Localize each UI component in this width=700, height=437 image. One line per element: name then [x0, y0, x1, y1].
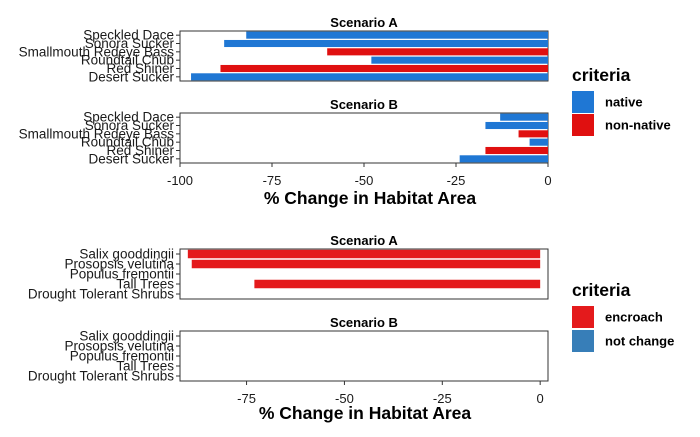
- category-label: Smallmouth Redeye Bass: [19, 126, 175, 141]
- category-label: Red Shiner: [106, 143, 174, 158]
- bar: [327, 48, 548, 56]
- panel-border: [179, 30, 549, 82]
- x-tick-label: -75: [263, 173, 282, 188]
- category-label: Populus fremontii: [70, 349, 174, 364]
- x-axis-label: % Change in Habitat Area: [264, 188, 477, 208]
- legend-swatch: [572, 91, 594, 113]
- facet-title: Scenario B: [330, 315, 398, 330]
- facet-title: Scenario B: [330, 97, 398, 112]
- bar: [529, 138, 548, 146]
- bar: [191, 259, 541, 269]
- category-label: Tall Trees: [116, 277, 174, 292]
- category-label: Smallmouth Redeye Bass: [19, 44, 175, 59]
- x-tick-label: -25: [447, 173, 466, 188]
- category-label: Drought Tolerant Shrubs: [28, 287, 174, 302]
- bar: [485, 146, 548, 155]
- category-label: Speckled Dace: [83, 110, 174, 125]
- bar: [500, 113, 548, 121]
- facet-title: Scenario A: [330, 15, 398, 30]
- category-label: Salix gooddingii: [79, 329, 174, 344]
- legend-swatch: [572, 114, 594, 136]
- x-tick-label: -50: [335, 391, 354, 406]
- legend-label: non-native: [605, 118, 671, 133]
- x-tick-label: 0: [537, 391, 544, 406]
- category-label: Desert Sucker: [88, 151, 174, 166]
- legend-title: criteria: [572, 280, 631, 300]
- bar: [371, 56, 548, 64]
- bar: [518, 130, 548, 138]
- legend-swatch: [572, 306, 594, 328]
- category-label: Desert Sucker: [88, 69, 174, 84]
- category-label: Prosopsis velutina: [64, 257, 174, 272]
- category-label: Sonora Sucker: [85, 36, 175, 51]
- bar: [191, 73, 549, 81]
- bar: [187, 249, 541, 259]
- x-tick-label: -25: [433, 391, 452, 406]
- legend-title: criteria: [572, 65, 631, 85]
- x-tick-label: -75: [237, 391, 256, 406]
- legend-swatch: [572, 330, 594, 352]
- bar: [246, 31, 549, 39]
- legend-label: not change: [605, 334, 674, 349]
- category-label: Roundtail Chub: [81, 53, 174, 68]
- category-label: Drought Tolerant Shrubs: [28, 369, 174, 384]
- facet-title: Scenario A: [330, 233, 398, 248]
- category-label: Speckled Dace: [83, 28, 174, 43]
- category-label: Sonora Sucker: [85, 118, 175, 133]
- bar: [220, 64, 549, 73]
- category-label: Populus fremontii: [70, 267, 174, 282]
- category-label: Prosopsis velutina: [64, 339, 174, 354]
- category-label: Roundtail Chub: [81, 135, 174, 150]
- bar: [224, 39, 548, 48]
- x-tick-label: -50: [355, 173, 374, 188]
- panel-border: [179, 330, 549, 382]
- x-axis-label: % Change in Habitat Area: [259, 403, 472, 423]
- category-label: Red Shiner: [106, 61, 174, 76]
- legend-label: native: [605, 95, 643, 110]
- category-label: Salix gooddingii: [79, 247, 174, 262]
- bar: [254, 279, 541, 289]
- x-tick-label: -100: [167, 173, 193, 188]
- x-tick-label: 0: [544, 173, 551, 188]
- bar: [485, 121, 548, 130]
- legend-label: encroach: [605, 310, 663, 325]
- category-label: Tall Trees: [116, 359, 174, 374]
- bar: [459, 155, 548, 163]
